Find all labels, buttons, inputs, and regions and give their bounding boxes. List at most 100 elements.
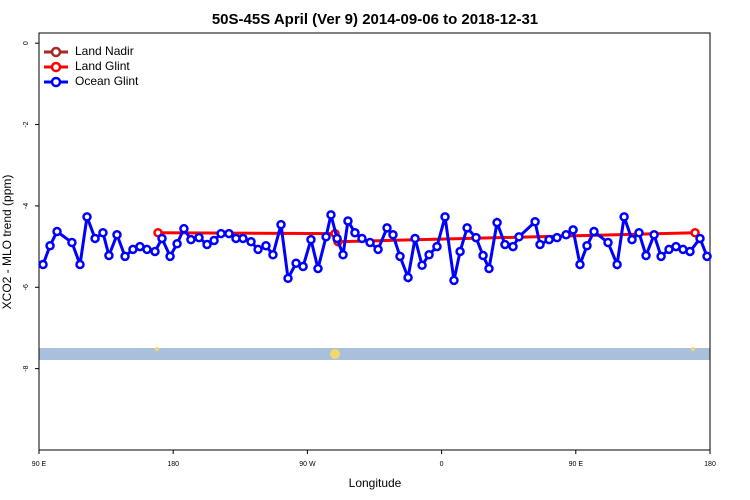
- plot-frame: [38, 32, 711, 451]
- data-point: [209, 235, 219, 246]
- data-point: [246, 236, 256, 247]
- data-point: [172, 238, 182, 249]
- data-point: [150, 246, 160, 257]
- data-point: [365, 237, 375, 248]
- data-point: [535, 239, 545, 250]
- data-point: [52, 226, 62, 237]
- data-point: [224, 228, 234, 239]
- legend-label: Land Nadir: [75, 44, 134, 58]
- data-point: [194, 232, 204, 243]
- data-point: [634, 228, 644, 238]
- chart-title: 50S-45S April (Ver 9) 2014-09-06 to 2018…: [212, 11, 538, 28]
- data-point: [75, 259, 85, 270]
- data-point: [120, 251, 130, 262]
- data-point: [432, 241, 442, 252]
- land-blob: [330, 349, 340, 359]
- data-point: [702, 251, 712, 262]
- x-tick-label: 90 E: [32, 461, 47, 468]
- data-point: [649, 230, 659, 240]
- legend-marker: [50, 76, 62, 88]
- data-point: [449, 275, 459, 286]
- data-point: [216, 228, 226, 239]
- x-tick-label: 180: [704, 461, 716, 468]
- data-point: [568, 225, 578, 235]
- data-point: [685, 246, 695, 257]
- data-point: [350, 228, 360, 238]
- data-point: [484, 263, 494, 274]
- data-point: [410, 233, 420, 244]
- legend-marker: [50, 61, 62, 73]
- y-tick-label: -8: [23, 365, 30, 371]
- y-tick-label: -6: [23, 284, 30, 290]
- x-tick-label: 90 W: [299, 461, 316, 468]
- data-point: [202, 239, 212, 250]
- data-point: [238, 233, 248, 244]
- data-point: [440, 212, 450, 222]
- data-point: [471, 232, 481, 243]
- data-point: [492, 217, 502, 228]
- data-point: [656, 251, 666, 262]
- data-point: [695, 233, 705, 244]
- data-point: [561, 230, 571, 240]
- data-point: [343, 216, 353, 226]
- data-point: [112, 230, 122, 240]
- data-point: [283, 273, 293, 284]
- map-strip: [39, 348, 710, 360]
- data-point: [98, 228, 108, 238]
- data-point: [357, 233, 367, 244]
- y-axis-label: XCO2 - MLO trend (ppm): [0, 175, 14, 310]
- legend-marker: [50, 46, 62, 58]
- data-point: [388, 230, 398, 240]
- land-blob: [155, 347, 159, 351]
- data-point: [38, 259, 48, 270]
- data-point: [424, 249, 434, 260]
- data-point: [186, 234, 196, 245]
- data-point: [500, 239, 510, 250]
- data-point: [530, 217, 540, 227]
- data-point: [82, 212, 92, 222]
- data-point: [261, 241, 271, 251]
- data-point: [641, 250, 651, 261]
- data-point: [462, 223, 472, 233]
- data-point: [373, 244, 383, 255]
- data-point: [67, 237, 77, 248]
- data-point: [291, 258, 301, 269]
- data-point: [478, 250, 488, 261]
- legend-label: Land Glint: [75, 59, 130, 73]
- data-point: [179, 223, 189, 234]
- data-point: [338, 249, 348, 260]
- x-tick-label: 90 E: [569, 461, 584, 468]
- data-point: [395, 251, 405, 262]
- data-point: [306, 234, 316, 245]
- data-point: [142, 244, 152, 255]
- x-tick-label: 180: [167, 461, 179, 468]
- data-point: [690, 228, 700, 238]
- y-tick-label: -4: [23, 203, 30, 209]
- data-point: [575, 259, 585, 270]
- data-point: [403, 272, 413, 283]
- data-point: [589, 226, 599, 237]
- data-point: [268, 249, 278, 260]
- data-point: [165, 251, 175, 262]
- data-point: [627, 234, 637, 245]
- data-point: [298, 261, 308, 272]
- x-tick-label: 0: [440, 461, 444, 468]
- data-point: [313, 263, 323, 274]
- data-point: [582, 241, 592, 251]
- data-point: [619, 212, 629, 222]
- data-point: [326, 210, 336, 220]
- data-point: [90, 233, 100, 244]
- legend-label: Ocean Glint: [75, 74, 139, 88]
- data-point: [332, 233, 342, 244]
- data-point: [544, 234, 554, 245]
- y-tick-label: 0: [23, 41, 30, 45]
- data-point: [382, 223, 392, 233]
- data-point: [508, 241, 518, 252]
- data-point: [455, 246, 465, 257]
- y-tick-label: -2: [23, 121, 30, 127]
- land-blob: [691, 347, 695, 351]
- data-point: [157, 233, 167, 244]
- data-point: [552, 232, 562, 243]
- x-axis-label: Longitude: [349, 476, 402, 490]
